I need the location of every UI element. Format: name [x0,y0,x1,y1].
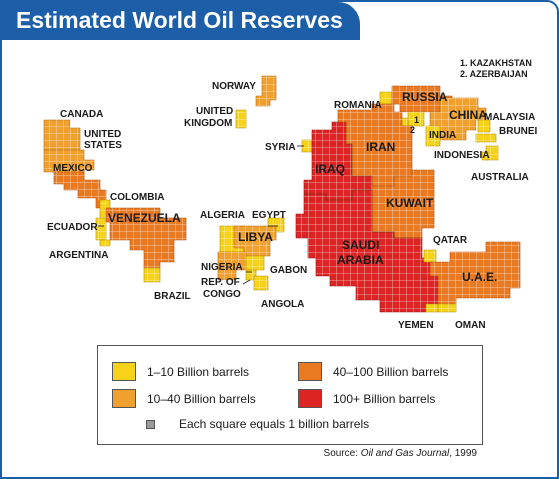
map-labels: CANADA UNITED STATES MEXICO COLOMBIA ECU… [47,81,538,331]
legend: 1–10 Billion barrels 10–40 Billion barre… [97,345,483,445]
angola-label: ANGOLA [261,299,304,310]
region-borders [304,122,422,239]
congo-label-line1: REP. OF [201,277,240,288]
legend-item-1-10: 1–10 Billion barrels [112,362,249,381]
footnote-1: 1. KAZAKHSTAN [460,58,532,68]
legend-item-40-100: 40–100 Billion barrels [298,362,448,381]
indonesia-label: INDONESIA [434,150,490,161]
legend-swatch-40-100 [298,362,322,381]
legend-item-10-40: 10–40 Billion barrels [112,389,256,408]
iraq-label: IRAQ [315,162,345,176]
brunei-label: BRUNEI [499,126,538,137]
saudi-label-line2: ARABIA [337,253,384,267]
oman-label: OMAN [455,320,486,331]
footnotes: 1. KAZAKHSTAN 2. AZERBAIJAN [460,58,532,79]
argentina-label: ARGENTINA [49,250,108,261]
legend-label-1-10: 1–10 Billion barrels [147,364,250,379]
nigeria-label: NIGERIA [201,262,243,273]
legend-label-40-100: 40–100 Billion barrels [333,364,449,379]
colombia-label: COLOMBIA [110,192,164,203]
norway-label: NORWAY [212,81,256,92]
legend-square-note: Each square equals 1 billion barrels [138,417,369,431]
india-label: INDIA [429,130,456,141]
us-label-line2: STATES [84,140,122,151]
kazakhstan-marker: 1 [414,115,419,125]
us-label-line1: UNITED [84,129,121,140]
legend-item-100-plus: 100+ Billion barrels [298,389,435,408]
yemen-label: YEMEN [398,320,434,331]
venezuela-label: VENEZUELA [108,211,181,225]
azerbaijan-marker: 2 [410,125,415,135]
footnote-2: 2. AZERBAIJAN [460,69,528,79]
libya-label: LIBYA [238,230,273,244]
source-prefix: Source: [323,448,361,459]
algeria-label: ALGERIA [200,210,245,221]
legend-swatch-10-40 [112,389,136,408]
gabon-label: GABON [270,265,307,276]
leader-lines [98,145,304,285]
legend-square-note-label: Each square equals 1 billion barrels [179,417,370,431]
source-credit: Source: Oil and Gas Journal, 1999 [324,448,477,459]
china-label: CHINA [449,108,487,122]
brazil-label: BRAZIL [154,291,191,302]
canada-label: CANADA [60,109,103,120]
legend-swatch-1-10 [112,362,136,381]
australia-label: AUSTRALIA [471,172,529,183]
map-title: Estimated World Oil Reserves [16,7,343,33]
romania-label: ROMANIA [334,100,382,111]
legend-label-100-plus: 100+ Billion barrels [333,391,436,406]
legend-swatch-100-plus [298,389,322,408]
iran-label: IRAN [366,140,395,154]
uk-label-line2: KINGDOM [184,118,232,129]
malaysia-label: MALAYSIA [484,112,535,123]
kuwait-label: KUWAIT [386,196,434,210]
uae-label: U.A.E. [462,270,497,284]
legend-label-10-40: 10–40 Billion barrels [147,391,256,406]
saudi-label-line1: SAUDI [342,238,379,252]
source-suffix: , 1999 [449,448,477,459]
egypt-label: EGYPT [252,210,286,221]
russia-label: RUSSIA [402,90,448,104]
unit-square-icon [146,419,155,429]
mexico-label: MEXICO [53,163,93,174]
syria-label: SYRIA [265,142,296,153]
qatar-label: QATAR [433,235,468,246]
title-bar: Estimated World Oil Reserves [2,2,360,40]
uk-label-line1: UNITED [196,106,233,117]
congo-label-line2: CONGO [203,289,241,300]
source-publication: Oil and Gas Journal [360,448,450,459]
ecuador-label: ECUADOR [47,222,98,233]
